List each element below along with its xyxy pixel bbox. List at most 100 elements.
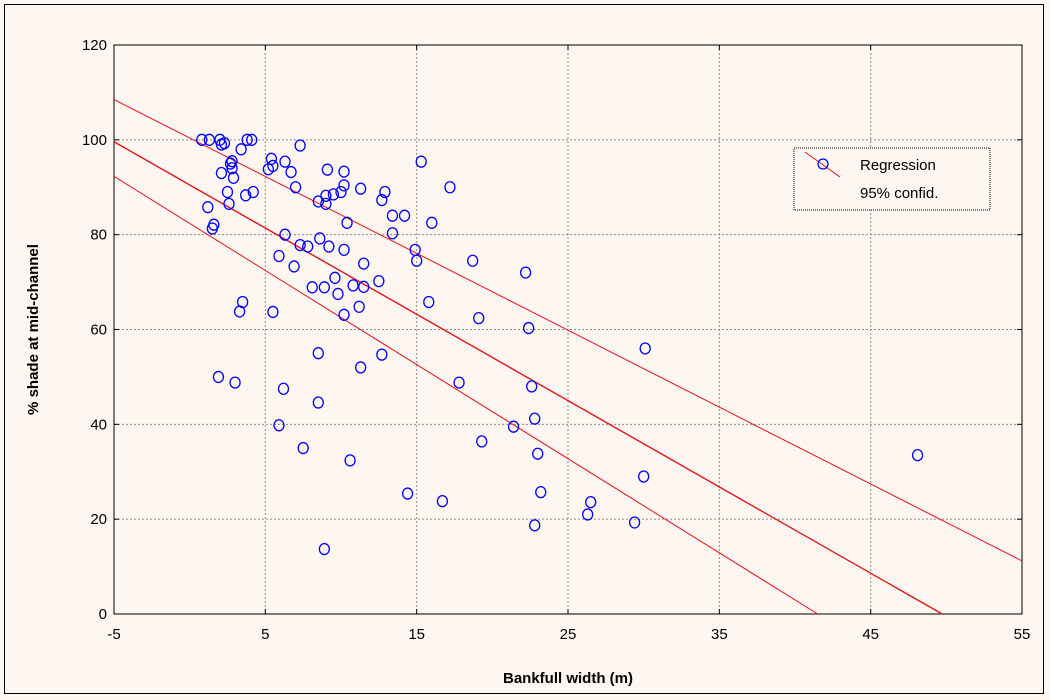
data-point [529,412,541,425]
data-point [411,254,423,267]
data-point [203,133,215,146]
x-tick-label: 15 [408,626,425,643]
data-point [415,155,427,168]
data-point [289,181,302,194]
legend-point-marker [817,158,829,170]
data-point [215,138,228,151]
data-point [444,181,456,194]
data-point [323,240,335,253]
data-point [332,287,344,301]
data-point [376,348,388,361]
data-point [423,295,435,309]
x-axis-label: Bankfull width (m) [503,670,633,687]
data-point [320,197,332,210]
data-point [277,382,290,395]
data-point [386,209,399,222]
data-point [320,189,332,202]
data-point [312,396,324,409]
data-point [321,163,334,176]
data-point [355,361,367,374]
data-point [229,376,241,389]
data-point [529,519,541,532]
data-point [285,165,297,179]
data-point [347,279,359,292]
data-point [467,254,479,267]
data-point [265,152,278,165]
data-point [582,508,594,521]
data-point [398,209,411,222]
data-point [585,495,597,509]
data-point [338,165,350,178]
data-point [279,155,291,168]
data-point [329,271,341,284]
data-point [376,193,388,207]
x-tick-label: 25 [560,626,577,643]
confidence-upper-line [113,99,1023,562]
x-tick-label: 45 [862,626,879,643]
data-point [523,321,535,335]
data-point [338,308,350,321]
legend-entry-regression: Regression [860,157,936,174]
data-point [240,189,252,202]
data-point [273,419,285,432]
data-point [338,179,350,192]
data-point [519,266,532,279]
data-point [233,305,246,318]
regression-lines [113,99,1023,615]
data-point [358,257,370,270]
data-point [215,166,228,180]
data-point [223,197,235,210]
tick-marks [113,44,1023,615]
data-point [379,185,391,199]
data-point [535,485,547,499]
data-point [221,185,234,199]
data-point [208,218,220,231]
data-point [226,155,238,168]
data-point [247,185,259,199]
y-tick-label: 40 [90,416,107,433]
grid-lines [114,45,1022,614]
data-point [212,370,225,384]
data-point [355,182,367,195]
data-point [312,347,324,360]
x-tick-label: 35 [711,626,728,643]
data-point [279,228,291,241]
data-point [246,133,258,146]
data-point [294,238,306,252]
data-point [426,216,438,229]
data-point [227,171,240,184]
data-point [312,195,324,208]
data-point [358,280,370,293]
data-point [532,447,544,460]
data-point [453,376,465,389]
data-point [639,342,651,355]
data-point [409,243,421,256]
x-tick-label: 55 [1014,626,1031,643]
data-point [638,470,650,483]
legend-regression-line [804,151,841,178]
data-point [318,542,331,556]
data-point [297,441,309,455]
data-point [306,281,318,294]
data-point [202,201,214,214]
data-point [373,274,385,288]
data-point [386,227,399,240]
y-tick-label: 100 [82,132,107,149]
data-point [526,380,538,393]
data-point [288,260,300,273]
legend-entry-confidence: 95% confid. [860,185,938,202]
data-point [314,232,326,245]
x-tick-label: 5 [261,626,269,643]
data-point [338,243,350,256]
data-point [436,494,449,508]
y-tick-label: 20 [90,511,107,528]
data-point [294,139,306,152]
data-point [344,454,356,467]
data-point [302,240,314,253]
data-point [476,435,488,448]
data-point [353,300,365,313]
data-point [628,516,641,529]
data-point [318,281,331,294]
x-tick-label: -5 [107,626,120,643]
data-point [226,162,238,175]
